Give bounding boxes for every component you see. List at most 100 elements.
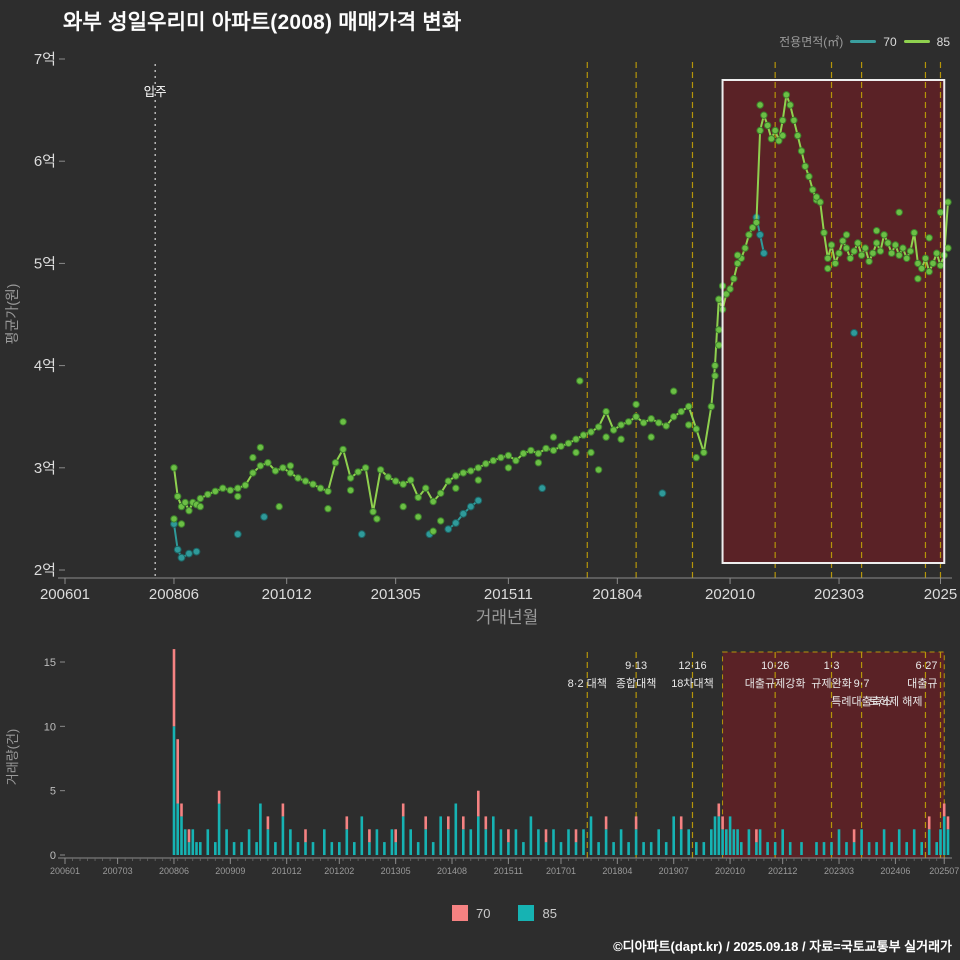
price-x-tick-label: 201804 [592, 586, 642, 603]
price-point-85 [392, 477, 400, 485]
price-point-85 [670, 413, 678, 421]
volume-bar-85 [409, 829, 412, 855]
price-point-85 [846, 254, 854, 262]
price-point-85 [816, 198, 824, 206]
volume-bar-70 [852, 829, 856, 843]
price-point-85 [857, 251, 866, 259]
price-point-85 [805, 172, 813, 181]
price-point-85 [824, 264, 832, 273]
volume-bar-85 [736, 829, 739, 855]
price-y-tick-label: 3억 [34, 460, 56, 477]
price-point-85 [594, 423, 603, 431]
policy-annotation: 특례대출축소 [831, 695, 892, 708]
price-point-70 [756, 230, 764, 239]
volume-x-tick-label: 202112 [768, 866, 797, 876]
volume-bar-85 [574, 842, 578, 855]
volume-bar-85 [710, 829, 713, 855]
price-point-85 [170, 515, 178, 523]
volume-bar-85 [514, 829, 518, 855]
price-point-85 [632, 400, 640, 409]
volume-bar-85 [939, 829, 942, 855]
volume-bar-85 [499, 829, 503, 855]
policy-annotation: 9·13 [625, 660, 647, 672]
price-point-85 [489, 456, 497, 465]
volume-bar-70 [394, 829, 397, 843]
volume-x-tick-label: 200806 [159, 866, 189, 876]
volume-y-tick-label: 0 [50, 850, 56, 862]
price-point-85 [936, 208, 945, 217]
price-point-85 [324, 487, 332, 495]
policy-annotation: 9·7 [854, 678, 870, 690]
price-point-85 [906, 247, 915, 255]
volume-bar-85 [800, 842, 803, 855]
volume-bar-85 [567, 829, 570, 855]
price-point-85 [557, 442, 565, 450]
price-point-85 [399, 502, 407, 511]
price-point-70 [466, 502, 475, 511]
volume-x-tick-label: 200909 [215, 866, 245, 876]
policy-annotation: 토허제 해제 [869, 694, 923, 708]
volume-bar-85 [447, 829, 450, 855]
volume-bar-85 [176, 803, 179, 855]
price-point-85 [452, 484, 460, 492]
price-point-85 [827, 241, 836, 249]
volume-bar-85 [304, 842, 307, 855]
price-point-85 [339, 418, 347, 426]
price-point-85 [275, 502, 283, 511]
price-point-85 [376, 466, 385, 474]
price-point-85 [549, 433, 558, 441]
volume-bar-70 [217, 790, 221, 804]
price-point-85 [504, 451, 513, 460]
volume-x-tick-label: 200703 [103, 866, 133, 876]
price-point-85 [181, 498, 189, 507]
volume-bar-85 [338, 842, 341, 855]
volume-bar-85 [454, 803, 458, 855]
volume-bar-85 [214, 842, 217, 855]
price-point-85 [219, 484, 227, 492]
volume-bar-85 [634, 829, 638, 855]
price-point-85 [903, 254, 911, 262]
price-point-85 [715, 326, 723, 334]
volume-y-axis-title: 거래량(건) [5, 729, 20, 786]
price-point-85 [639, 419, 648, 427]
volume-bar-85 [274, 842, 277, 855]
price-point-85 [249, 469, 257, 477]
price-y-tick-label: 4억 [34, 358, 56, 375]
price-point-85 [670, 387, 678, 395]
price-point-85 [211, 487, 220, 495]
volume-x-tick-label: 202303 [824, 866, 854, 876]
volume-bar-85 [199, 842, 202, 855]
price-point-85 [399, 480, 407, 488]
volume-bar-85 [920, 842, 923, 855]
volume-bar-85 [912, 829, 916, 855]
volume-bar-70 [345, 816, 349, 830]
price-point-70 [451, 519, 460, 527]
volume-bar-85 [492, 816, 495, 855]
volume-bar-85 [439, 816, 442, 855]
volume-bar-85 [766, 842, 769, 855]
volume-x-tick-label: 201511 [494, 866, 523, 876]
price-point-85 [264, 459, 272, 467]
price-point-85 [779, 116, 787, 125]
price-region-fill [722, 80, 945, 563]
price-point-85 [504, 464, 513, 472]
policy-annotation: 종합대책 [616, 677, 656, 690]
volume-bar-85 [172, 726, 176, 855]
volume-bar-85 [822, 842, 826, 855]
volume-bar-85 [837, 829, 841, 855]
volume-x-tick-label: 201804 [602, 866, 632, 876]
volume-bar-85 [484, 829, 488, 855]
price-point-70 [177, 553, 186, 562]
price-point-85 [407, 476, 415, 484]
volume-bar-85 [725, 829, 728, 855]
volume-bar-70 [424, 816, 427, 830]
volume-bar-85 [657, 829, 660, 855]
price-point-85 [779, 131, 787, 140]
volume-bar-85 [247, 829, 251, 855]
price-point-85 [474, 476, 482, 484]
price-point-85 [741, 244, 749, 252]
volume-bar-85 [717, 816, 721, 855]
price-point-85 [692, 453, 700, 462]
price-point-85 [256, 462, 265, 470]
price-point-85 [887, 249, 896, 257]
